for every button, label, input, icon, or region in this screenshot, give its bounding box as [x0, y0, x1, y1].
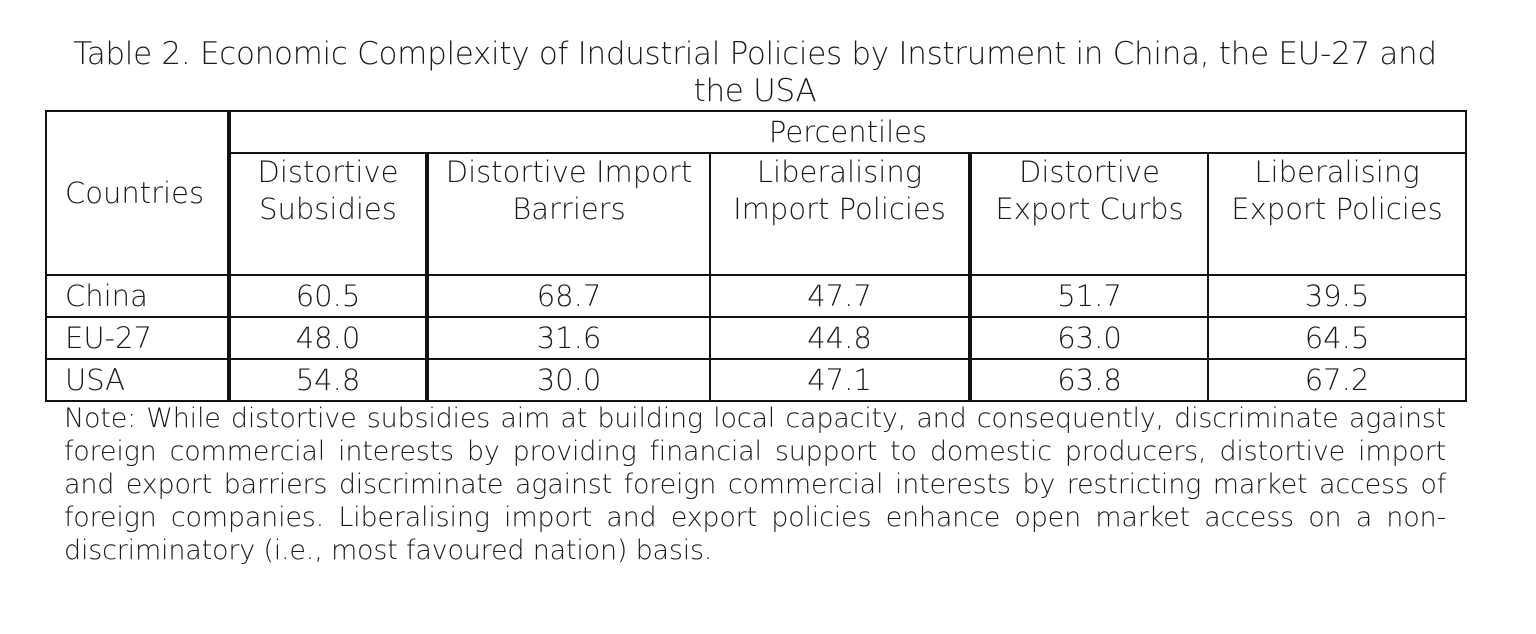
countries-header: Countries: [45, 110, 230, 276]
table-cell: 63.8: [968, 358, 1209, 402]
table-cell: 54.8: [227, 358, 428, 402]
table-cell: 39.5: [1206, 274, 1468, 318]
table-cell: 64.5: [1206, 316, 1468, 360]
table-cell: 31.6: [425, 316, 711, 360]
table-note: Note: While distortive subsidies aim at …: [64, 403, 1446, 566]
column-header: Liberalising Export Policies: [1206, 152, 1468, 276]
table-cell: 47.1: [709, 358, 971, 402]
row-label: USA: [45, 358, 230, 402]
table-row: China 60.5 68.7 47.7 51.7 39.5: [45, 274, 1468, 318]
table-cell: 68.7: [425, 274, 711, 318]
column-header: Distortive Import Barriers: [425, 152, 711, 276]
table-row: USA 54.8 30.0 47.1 63.8 67.2: [45, 358, 1468, 402]
header-row-group: Countries Percentiles: [45, 110, 1468, 276]
table-cell: 67.2: [1206, 358, 1468, 402]
column-header: Distortive Subsidies: [227, 152, 428, 276]
table-cell: 51.7: [968, 274, 1209, 318]
table-cell: 30.0: [425, 358, 711, 402]
row-label: China: [45, 274, 230, 318]
column-header: Liberalising Import Policies: [709, 152, 971, 276]
table-cell: 60.5: [227, 274, 428, 318]
percentiles-table: Countries Percentiles Distortive Subsidi…: [45, 110, 1468, 402]
table-cell: 44.8: [709, 316, 971, 360]
table-cell: 63.0: [968, 316, 1209, 360]
table-cell: 48.0: [227, 316, 428, 360]
table-row: EU-27 48.0 31.6 44.8 63.0 64.5: [45, 316, 1468, 360]
header-row-columns: Distortive Subsidies Distortive Import B…: [46, 152, 1468, 276]
table-caption: Table 2. Economic Complexity of Industri…: [73, 36, 1437, 109]
row-label: EU-27: [45, 316, 230, 360]
percentiles-header: Percentiles: [226, 110, 1468, 154]
table-cell: 47.7: [709, 274, 971, 318]
column-header: Distortive Export Curbs: [968, 152, 1209, 276]
